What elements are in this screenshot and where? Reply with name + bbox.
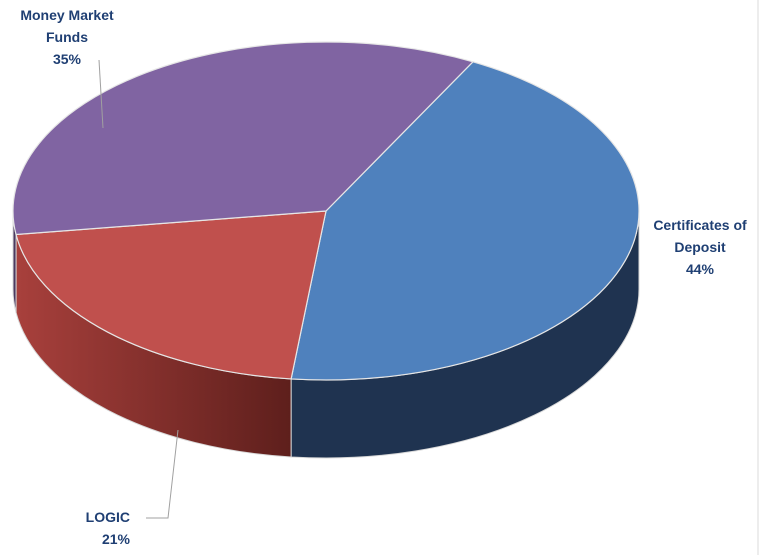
data-label-money-market-funds: Funds: [46, 29, 88, 45]
data-label-money-market-funds: Money Market: [20, 7, 114, 23]
value-label-certificates-of-deposit: 44%: [686, 261, 715, 277]
slice-certificates-of-deposit: [290, 61, 640, 381]
slice-money-market-funds: [12, 41, 475, 236]
value-label-money-market-funds: 35%: [53, 51, 82, 67]
leader-line-logic: [146, 429, 179, 519]
data-label-logic: LOGIC: [86, 509, 130, 525]
leader-line-money-market-funds: [98, 59, 104, 129]
slice-logic: [15, 210, 327, 380]
data-label-certificates-of-deposit: Certificates of: [653, 217, 747, 233]
value-label-logic: 21%: [102, 531, 131, 547]
data-label-certificates-of-deposit: Deposit: [674, 239, 726, 255]
page-edge-divider: [757, 0, 759, 555]
